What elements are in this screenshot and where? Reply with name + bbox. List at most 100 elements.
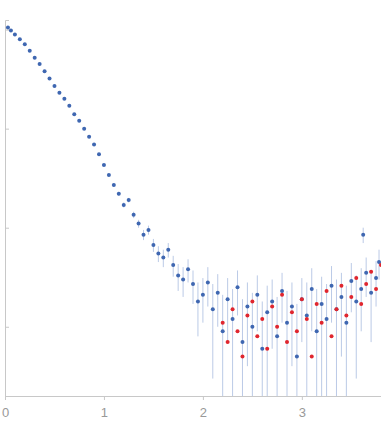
- point: [339, 295, 343, 299]
- x-axis-line: [6, 397, 381, 401]
- point: [364, 282, 368, 286]
- point: [250, 325, 254, 329]
- error-bar: [232, 289, 233, 396]
- point: [122, 203, 126, 207]
- point: [43, 69, 47, 73]
- point: [320, 302, 324, 306]
- point: [102, 163, 106, 167]
- point: [9, 28, 13, 32]
- point: [295, 355, 299, 359]
- x-tick-mark: [203, 396, 204, 400]
- point: [265, 310, 269, 314]
- point: [320, 321, 324, 325]
- point: [142, 233, 146, 237]
- point: [226, 340, 230, 344]
- error-bar: [301, 278, 302, 342]
- point: [181, 278, 185, 282]
- error-bar: [193, 270, 194, 303]
- point: [305, 317, 309, 321]
- point: [290, 305, 294, 309]
- error-bar: [282, 273, 283, 323]
- y-tick-mark: [5, 30, 9, 31]
- point: [87, 135, 91, 139]
- point: [176, 273, 180, 277]
- point: [72, 112, 76, 116]
- point: [255, 334, 259, 338]
- point: [161, 256, 165, 260]
- point: [245, 305, 249, 309]
- point: [171, 263, 175, 267]
- error-bar: [346, 286, 347, 396]
- point: [127, 198, 131, 202]
- point: [107, 173, 111, 177]
- error-bar: [331, 266, 332, 323]
- point: [196, 299, 200, 303]
- error-bar: [277, 297, 278, 396]
- point: [216, 291, 220, 295]
- point: [300, 297, 304, 301]
- y-axis-line: [6, 21, 10, 397]
- point: [310, 355, 314, 359]
- point: [97, 152, 101, 156]
- error-bar: [306, 282, 307, 396]
- point: [245, 313, 249, 317]
- x-tick-label: 1: [101, 405, 108, 420]
- point: [117, 192, 121, 196]
- point: [379, 263, 381, 267]
- point: [330, 284, 334, 288]
- point: [270, 299, 274, 303]
- error-bar: [252, 293, 253, 396]
- point: [295, 329, 299, 333]
- point: [305, 313, 309, 317]
- error-bar: [202, 278, 203, 323]
- point: [285, 321, 289, 325]
- point: [236, 329, 240, 333]
- error-bar: [296, 304, 297, 396]
- point: [151, 243, 155, 247]
- x-axis: 0 1 2 3: [2, 396, 381, 420]
- point: [310, 287, 314, 291]
- point: [186, 267, 190, 271]
- error-bar: [366, 258, 367, 297]
- error-bar: [361, 268, 362, 331]
- x-tick-label: 3: [299, 405, 306, 420]
- point: [359, 287, 363, 291]
- point: [260, 347, 264, 351]
- y-tick: [5, 30, 9, 31]
- point: [285, 340, 289, 344]
- y-axis: [5, 21, 9, 397]
- y-tick-mark: [5, 228, 9, 229]
- error-bar: [217, 274, 218, 327]
- point: [221, 321, 225, 325]
- point: [62, 97, 66, 101]
- point: [236, 285, 240, 289]
- error-bar: [178, 264, 179, 291]
- error-bar: [242, 299, 243, 396]
- point: [57, 91, 61, 95]
- error-bar: [326, 284, 327, 396]
- x-tick: 1: [101, 396, 108, 420]
- point: [334, 307, 338, 311]
- point: [38, 62, 42, 66]
- error-bar: [376, 261, 377, 306]
- y-tick: [5, 327, 9, 328]
- error-bar: [336, 280, 337, 396]
- x-tick-label: 2: [200, 405, 207, 420]
- point: [48, 77, 52, 81]
- point: [349, 279, 353, 283]
- error-bar: [257, 275, 258, 331]
- point: [344, 321, 348, 325]
- point: [82, 127, 86, 131]
- point: [280, 289, 284, 293]
- error-bar: [183, 267, 184, 297]
- point: [206, 280, 210, 284]
- error-bars: [8, 27, 379, 396]
- error-bar: [212, 284, 213, 379]
- x-tick: 0: [2, 396, 9, 420]
- point: [231, 307, 235, 311]
- point: [240, 355, 244, 359]
- y-tick: [5, 129, 9, 130]
- point: [28, 49, 32, 53]
- point: [156, 251, 160, 255]
- point: [300, 297, 304, 301]
